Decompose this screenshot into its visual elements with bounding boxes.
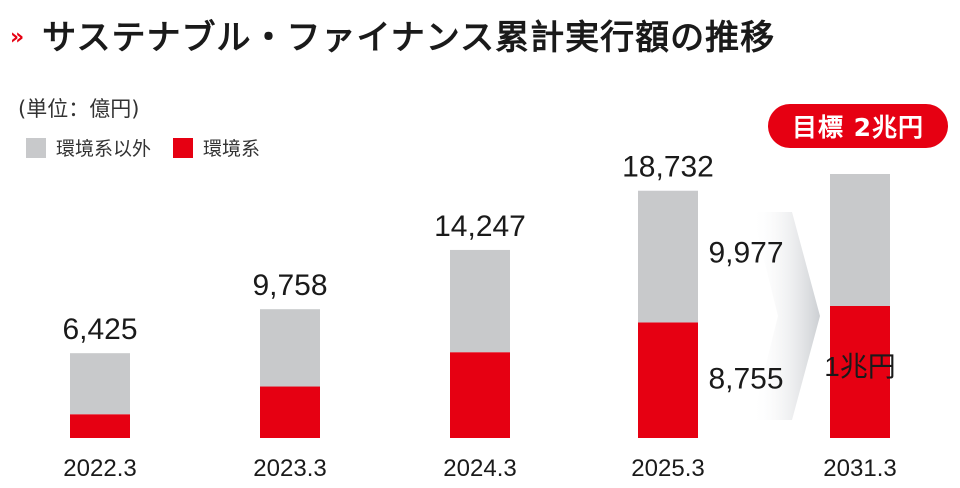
total-label-2025.3: 18,732 xyxy=(622,151,714,184)
legend: 環境系以外 環境系 xyxy=(26,134,282,161)
legend-swatch-environmental xyxy=(173,137,194,158)
x-tick-2023.3: 2023.3 xyxy=(253,455,326,482)
header: ›› サステナブル・ファイナンス累計実行額の推移 xyxy=(10,6,775,62)
bar-non-environmental-2031.3 xyxy=(830,174,890,306)
bar-environmental-2024.3 xyxy=(450,352,510,438)
bar-non-environmental-2023.3 xyxy=(260,309,320,387)
x-tick-2025.3: 2025.3 xyxy=(631,455,704,482)
projection-arrow xyxy=(752,212,820,420)
legend-item-environmental: 環境系 xyxy=(173,134,260,161)
legend-item-non-environmental: 環境系以外 xyxy=(26,134,151,161)
segment-label-lower-2025.3: 8,755 xyxy=(708,362,783,395)
x-tick-2022.3: 2022.3 xyxy=(63,455,136,482)
x-tick-2024.3: 2024.3 xyxy=(443,455,516,482)
total-label-2024.3: 14,247 xyxy=(434,210,526,243)
bar-environmental-2031.3 xyxy=(830,306,890,438)
bar-environmental-2025.3 xyxy=(638,322,698,438)
bar-non-environmental-2025.3 xyxy=(638,190,698,323)
segment-label-lower-2031.3: 1兆円 xyxy=(824,351,896,382)
target-badge: 目標 2兆円 xyxy=(768,104,948,148)
bar-environmental-2022.3 xyxy=(70,414,130,438)
total-label-2022.3: 6,425 xyxy=(62,313,137,346)
legend-label-environmental: 環境系 xyxy=(203,138,261,160)
x-tick-2031.3: 2031.3 xyxy=(823,455,896,482)
bar-non-environmental-2022.3 xyxy=(70,353,130,415)
unit-label: (単位：億円) xyxy=(18,97,140,121)
segment-label-upper-2025.3: 9,977 xyxy=(708,237,783,270)
bar-environmental-2023.3 xyxy=(260,386,320,438)
legend-swatch-non-environmental xyxy=(26,137,46,158)
bar-non-environmental-2024.3 xyxy=(450,249,510,353)
page-title: サステナブル・ファイナンス累計実行額の推移 xyxy=(42,17,776,58)
total-label-2023.3: 9,758 xyxy=(252,269,327,302)
legend-label-non-environmental: 環境系以外 xyxy=(56,138,152,160)
